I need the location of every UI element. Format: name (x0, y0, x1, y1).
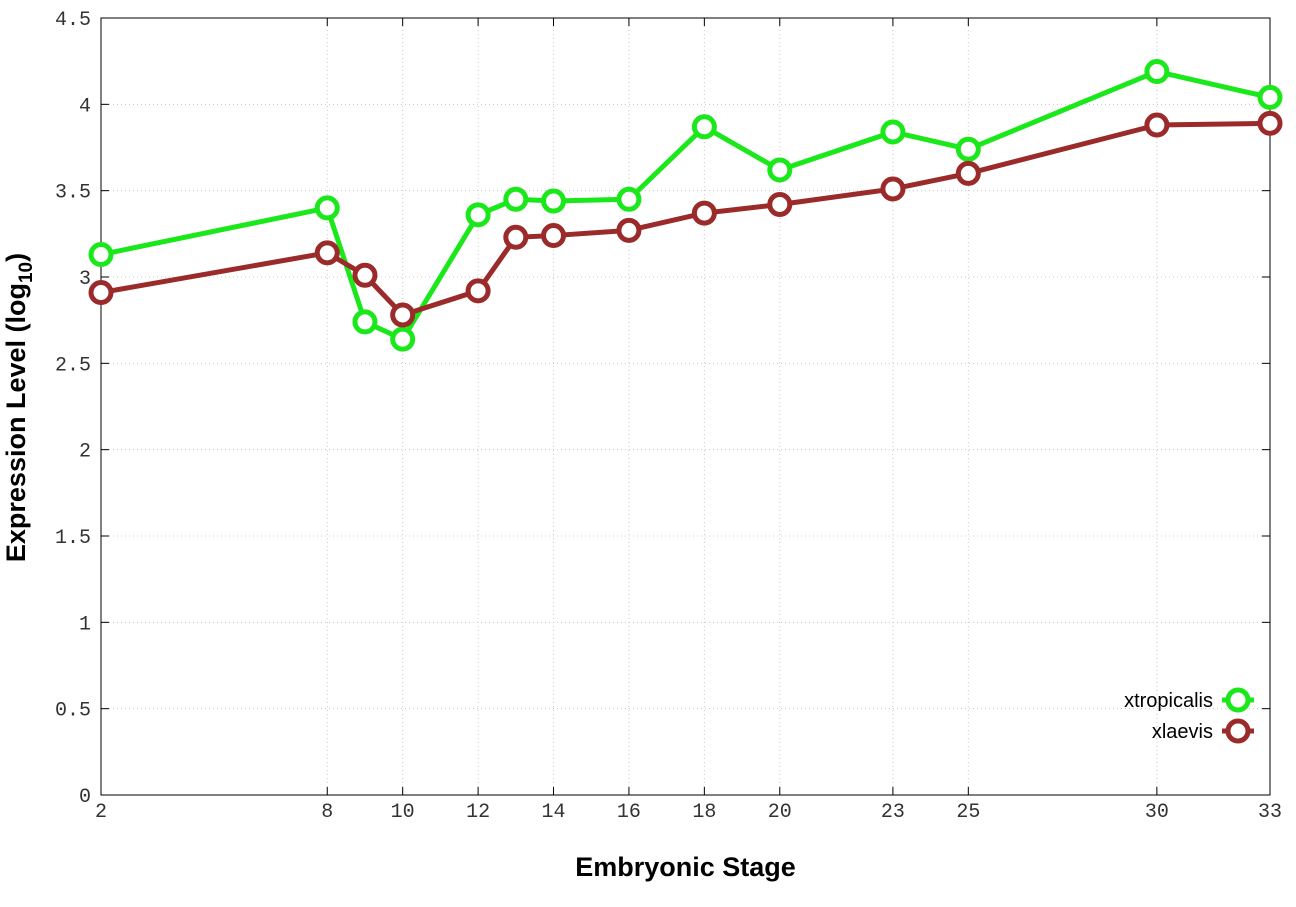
y-tick-label: 2.5 (55, 354, 91, 377)
x-tick-label: 12 (466, 801, 490, 824)
data-point-xlaevis (390, 302, 416, 328)
y-tick-label: 0.5 (55, 700, 91, 723)
data-point-xtropicalis (691, 114, 717, 140)
x-tick-label: 18 (692, 801, 716, 824)
x-tick-labels: 2 8 10 12 14 16 18 20 23 25 30 33 (95, 801, 1282, 824)
data-point-xtropicalis (352, 309, 378, 335)
data-point-xtropicalis (503, 186, 529, 212)
y-tick-label: 4 (79, 95, 91, 118)
series-line-xtropicalis (100, 69, 1271, 342)
y-tick-label: 0 (79, 786, 91, 809)
legend-label-xtropicalis: xtropicalis (1124, 690, 1213, 712)
data-point-xlaevis (465, 278, 491, 304)
data-point-xtropicalis (1144, 59, 1170, 85)
data-point-xtropicalis (541, 188, 567, 214)
data-point-xlaevis (767, 191, 793, 217)
x-tick-label: 10 (391, 801, 415, 824)
data-point-xlaevis (352, 262, 378, 288)
y-axis-title-main: Expression Level (log (1, 283, 31, 562)
y-tick-labels: 0 0.5 1 1.5 2 2.5 3 3.5 4 4.5 (55, 9, 91, 809)
legend-marker-xtropicalis (1225, 687, 1251, 713)
grid-lines (101, 18, 1270, 795)
x-tick-label: 30 (1145, 801, 1169, 824)
data-point-xlaevis (880, 176, 906, 202)
data-point-xlaevis (503, 224, 529, 250)
x-tick-label: 8 (321, 801, 333, 824)
data-point-xlaevis (1144, 112, 1170, 138)
plot-frame (100, 17, 1271, 796)
data-point-xlaevis (88, 280, 114, 306)
data-point-xlaevis (541, 223, 567, 249)
data-point-xtropicalis (767, 157, 793, 183)
data-point-xtropicalis (465, 202, 491, 228)
axis-ticks (100, 17, 1271, 796)
x-tick-label: 2 (95, 801, 107, 824)
x-tick-label: 20 (768, 801, 792, 824)
x-tick-label: 33 (1258, 801, 1282, 824)
y-axis-title-subscript: 10 (16, 262, 37, 283)
data-point-xlaevis (955, 160, 981, 186)
data-point-xlaevis (616, 217, 642, 243)
data-point-xtropicalis (880, 119, 906, 145)
series-layer (88, 59, 1283, 352)
y-tick-label: 3 (79, 268, 91, 291)
data-point-xtropicalis (955, 136, 981, 162)
y-tick-label: 3.5 (55, 182, 91, 205)
x-tick-label: 16 (617, 801, 641, 824)
x-tick-label: 14 (542, 801, 566, 824)
x-tick-label: 23 (881, 801, 905, 824)
legend-item-xlaevis: xlaevis (1152, 718, 1254, 744)
data-point-xtropicalis (1257, 84, 1283, 110)
data-point-xlaevis (1257, 110, 1283, 136)
legend-label-xlaevis: xlaevis (1152, 721, 1213, 743)
x-axis-title: Embryonic Stage (575, 852, 796, 882)
legend: xtropicalis xlaevis (1124, 687, 1254, 744)
legend-item-xtropicalis: xtropicalis (1124, 687, 1254, 713)
data-point-xlaevis (314, 240, 340, 266)
data-point-xlaevis (691, 200, 717, 226)
y-tick-label: 2 (79, 441, 91, 464)
y-tick-label: 1.5 (55, 527, 91, 550)
data-point-xtropicalis (390, 326, 416, 352)
series-xlaevis (88, 110, 1283, 328)
series-xtropicalis (88, 59, 1283, 352)
y-tick-label: 1 (79, 613, 91, 636)
y-tick-label: 4.5 (55, 9, 91, 32)
data-point-xtropicalis (616, 186, 642, 212)
y-axis-title: Expression Level (log10) (1, 253, 37, 562)
data-point-xtropicalis (314, 195, 340, 221)
data-point-xtropicalis (88, 242, 114, 268)
legend-marker-xlaevis (1225, 718, 1251, 744)
y-axis-title-close: ) (1, 253, 31, 262)
x-tick-label: 25 (956, 801, 980, 824)
